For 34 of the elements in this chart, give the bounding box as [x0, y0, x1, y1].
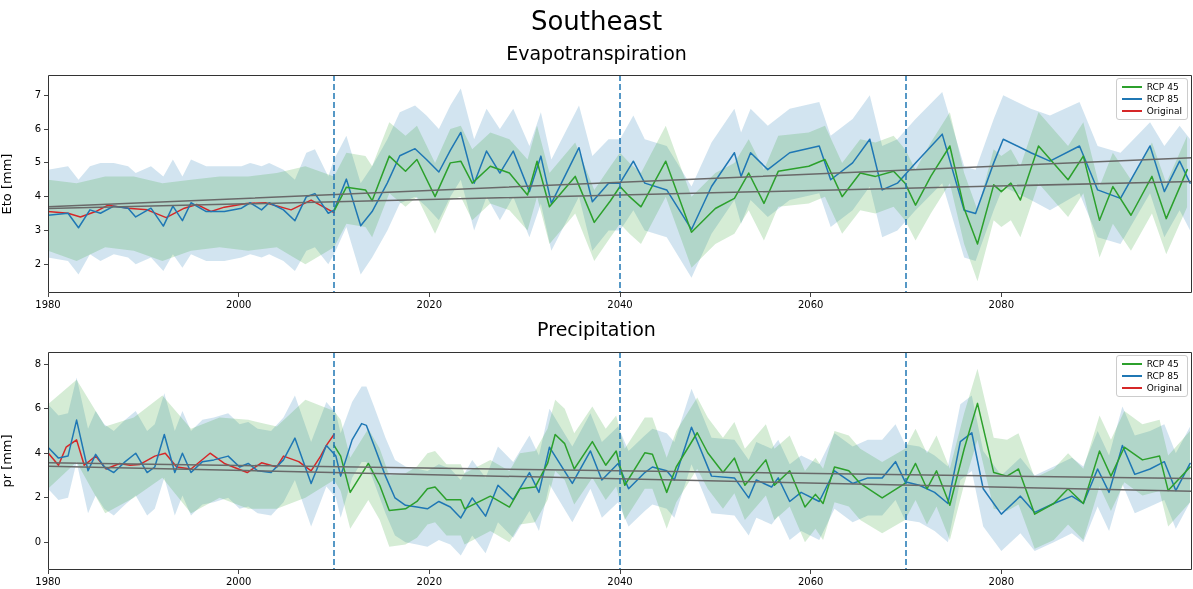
y-tick-label: 7	[34, 88, 41, 100]
y-tick-label: 8	[34, 357, 41, 369]
legend-label: RCP 85	[1146, 93, 1179, 105]
legend-label: RCP 85	[1146, 370, 1179, 382]
y-tick-label: 3	[34, 224, 41, 236]
y-tick-label: 2	[34, 257, 41, 269]
y-tick-label: 4	[34, 190, 41, 202]
x-tick-label: 2000	[225, 298, 252, 310]
y-axis-title: Eto [mm]	[0, 153, 15, 215]
y-tick-label: 2	[34, 491, 41, 503]
legend-label: RCP 45	[1146, 81, 1179, 93]
y-tick-label: 5	[34, 156, 41, 168]
x-tick-label: 2020	[416, 575, 443, 587]
y-tick-label: 0	[34, 535, 41, 547]
x-tick-label: 1980	[35, 298, 61, 310]
y-tick-label: 4	[34, 446, 41, 458]
legend-label: Original	[1146, 382, 1182, 394]
x-tick-label: 2080	[988, 575, 1015, 587]
legend-label: RCP 45	[1146, 358, 1179, 370]
y-axis-title: pr [mm]	[0, 434, 15, 488]
x-tick-label: 2060	[797, 575, 824, 587]
chart-subtitle: Evapotranspiration	[506, 41, 687, 66]
x-tick-label: 2080	[988, 298, 1015, 310]
x-tick-label: 2060	[797, 298, 824, 310]
y-tick-label: 6	[34, 402, 41, 414]
x-tick-label: 1980	[35, 575, 61, 587]
chart-title: Precipitation	[537, 317, 656, 342]
chart-title: Southeast	[530, 5, 663, 38]
legend-label: Original	[1146, 105, 1182, 117]
x-tick-label: 2040	[607, 298, 633, 310]
x-tick-label: 2020	[416, 298, 443, 310]
x-tick-label: 2040	[607, 575, 633, 587]
x-tick-label: 2000	[225, 575, 252, 587]
y-tick-label: 6	[34, 122, 41, 134]
